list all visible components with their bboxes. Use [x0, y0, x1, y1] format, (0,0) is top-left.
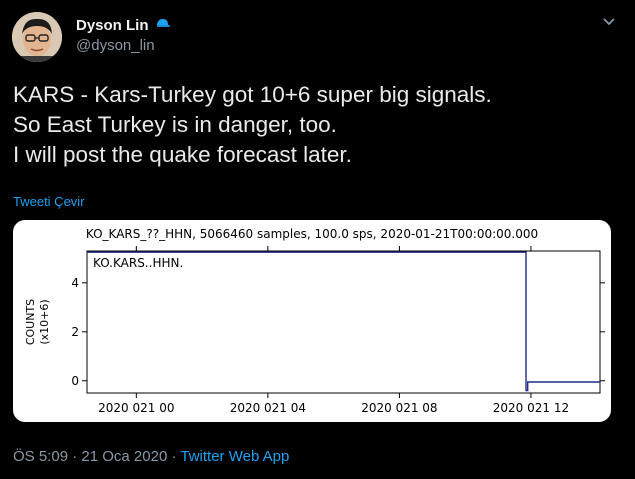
y-axis-label-units: (x10+6): [38, 299, 51, 344]
y-tick-label: 4: [71, 276, 79, 290]
series-line: [87, 251, 600, 392]
trace-label: KO.KARS..HHN.: [93, 256, 183, 270]
x-tick-label: 2020 021 00: [98, 401, 174, 415]
tweet-date[interactable]: 21 Oca 2020: [81, 448, 168, 465]
tweet-line: I will post the quake forecast later.: [13, 142, 352, 167]
y-tick-label: 0: [71, 374, 79, 388]
meta-separator: ·: [72, 448, 78, 465]
x-tick-label: 2020 021 08: [361, 401, 437, 415]
x-tick-label: 2020 021 04: [230, 401, 306, 415]
author-row: Dyson Lin: [76, 16, 171, 34]
seismogram-chart: KO_KARS_??_HHN, 5066460 samples, 100.0 s…: [24, 227, 605, 415]
y-axis-label: COUNTS: [24, 299, 37, 345]
chevron-down-icon[interactable]: [602, 14, 616, 32]
display-name[interactable]: Dyson Lin: [76, 16, 149, 34]
user-handle[interactable]: @dyson_lin: [76, 37, 155, 54]
tweet-text: KARS - Kars-Turkey got 10+6 super big si…: [13, 80, 623, 170]
avatar[interactable]: [12, 12, 62, 62]
meta-separator: ·: [171, 448, 177, 465]
x-tick-label: 2020 021 12: [493, 401, 569, 415]
tweet-time[interactable]: ÖS 5:09: [13, 448, 69, 465]
tweet-meta: ÖS 5:09 · 21 Oca 2020 · Twitter Web App: [13, 448, 289, 465]
avatar-photo: [12, 12, 62, 62]
tweet-line: So East Turkey is in danger, too.: [13, 112, 337, 137]
seismogram-image[interactable]: KO_KARS_??_HHN, 5066460 samples, 100.0 s…: [13, 220, 611, 422]
y-tick-label: 2: [71, 325, 79, 339]
tweet-line: KARS - Kars-Turkey got 10+6 super big si…: [13, 82, 492, 107]
chart-title: KO_KARS_??_HHN, 5066460 samples, 100.0 s…: [86, 227, 538, 241]
translate-tweet-link[interactable]: Tweeti Çevir: [13, 194, 85, 209]
baseball-cap-icon: [155, 16, 171, 34]
source-app-link[interactable]: Twitter Web App: [180, 448, 290, 465]
plot-frame: [86, 250, 601, 394]
